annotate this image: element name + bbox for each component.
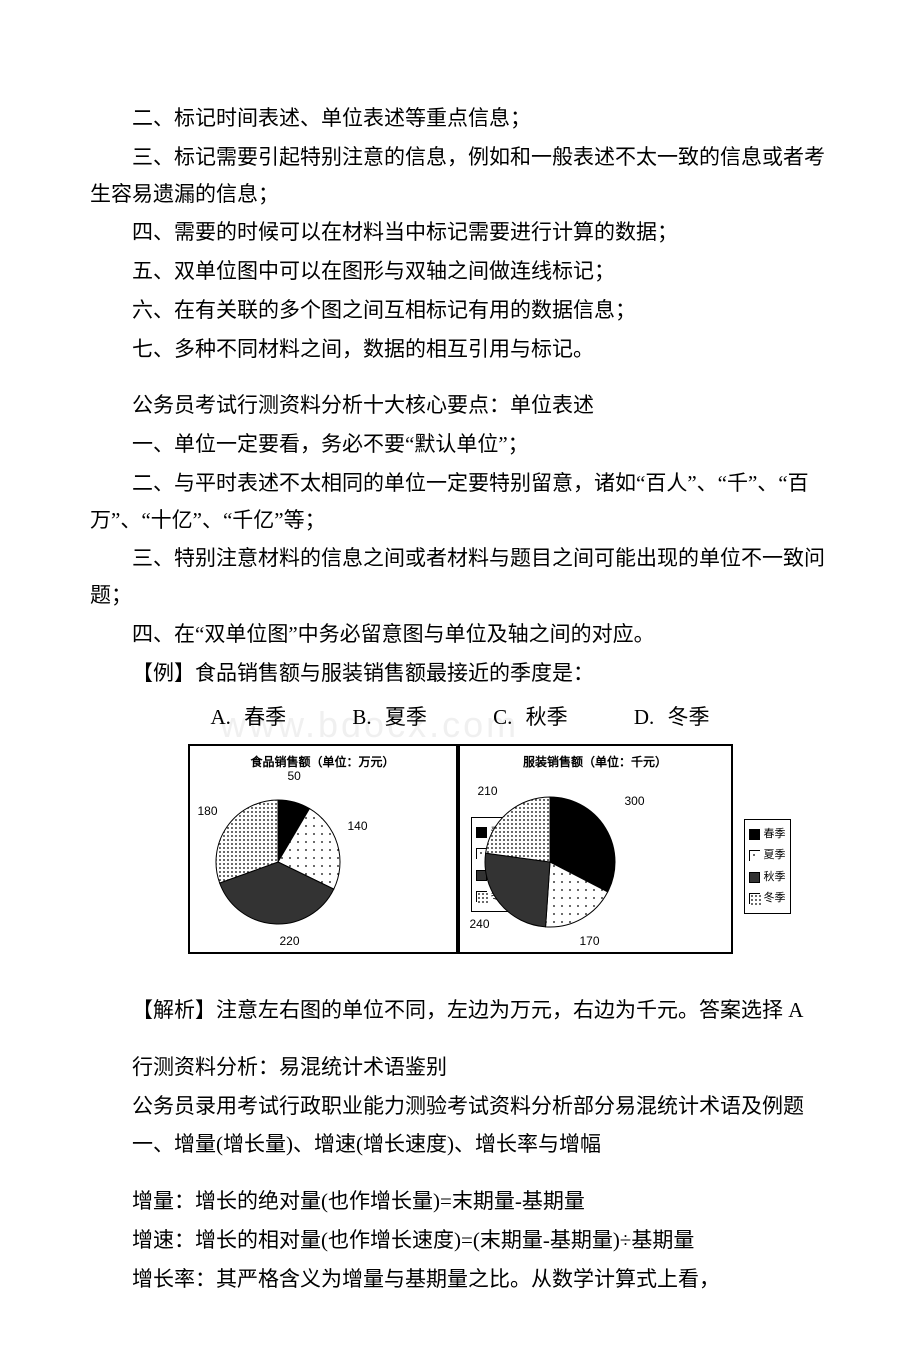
para-5: 五、双单位图中可以在图形与双轴之间做连线标记； (90, 253, 830, 290)
food-label-autumn: 220 (280, 931, 300, 952)
legend-item-spring: 春季 (749, 825, 786, 844)
para-7: 七、多种不同材料之间，数据的相互引用与标记。 (90, 331, 830, 368)
para-unit-4: 四、在“双单位图”中务必留意图与单位及轴之间的对应。 (90, 616, 830, 653)
option-c: C. 秋季 (493, 705, 568, 729)
legend-item-summer: 夏季 (749, 846, 786, 865)
legend-label: 秋季 (764, 868, 786, 887)
clothing-label-autumn: 240 (470, 914, 490, 935)
para-4: 四、需要的时候可以在材料当中标记需要进行计算的数据； (90, 214, 830, 251)
food-label-spring: 50 (288, 766, 301, 787)
clothing-label-winter: 210 (478, 781, 498, 802)
option-d: D. 冬季 (634, 705, 710, 729)
section-title-units: 公务员考试行测资料分析十大核心要点：单位表述 (90, 387, 830, 424)
para-unit-2: 二、与平时表述不太相同的单位一定要特别留意，诸如“百人”、“千”、“百万”、“十… (90, 465, 830, 539)
para-2: 二、标记时间表述、单位表述等重点信息； (90, 100, 830, 137)
option-a: A. 春季 (210, 705, 286, 729)
def-growth-ratio: 增长率：其严格含义为增量与基期量之比。从数学计算式上看， (90, 1261, 830, 1298)
terms-heading-1: 一、增量(增长量)、增速(增长速度)、增长率与增幅 (90, 1126, 830, 1163)
legend-label: 冬季 (764, 889, 786, 908)
option-b: B. 夏季 (352, 705, 427, 729)
legend-label: 夏季 (764, 846, 786, 865)
clothing-sales-chart: 服装销售额（单位：千元） 春季 (458, 744, 733, 954)
example-question: 【例】食品销售额与服装销售额最接近的季度是： (90, 655, 830, 692)
charts-container: 食品销售额（单位：万元） 春季 (90, 744, 830, 954)
para-3: 三、标记需要引起特别注意的信息，例如和一般表述不太一致的信息或者考生容易遗漏的信… (90, 139, 830, 213)
clothing-label-spring: 300 (625, 791, 645, 812)
food-chart-title: 食品销售额（单位：万元） (198, 752, 448, 773)
analysis-text: 【解析】注意左右图的单位不同，左边为万元，右边为千元。答案选择 A (90, 992, 830, 1029)
legend-item-winter: 冬季 (749, 889, 786, 908)
terms-intro: 公务员录用考试行政职业能力测验考试资料分析部分易混统计术语及例题 (90, 1088, 830, 1125)
food-sales-chart: 食品销售额（单位：万元） 春季 (188, 744, 458, 954)
def-increment: 增量：增长的绝对量(也作增长量)=末期量-基期量 (90, 1183, 830, 1220)
food-pie-svg (198, 777, 358, 937)
food-label-summer: 140 (348, 816, 368, 837)
legend-label: 春季 (764, 825, 786, 844)
para-unit-1: 一、单位一定要看，务必不要“默认单位”； (90, 426, 830, 463)
clothing-chart-title: 服装销售额（单位：千元） (468, 752, 723, 773)
answer-options: A. 春季 B. 夏季 C. 秋季 D. 冬季 (90, 699, 830, 736)
para-unit-3: 三、特别注意材料的信息之间或者材料与题目之间可能出现的单位不一致问题； (90, 540, 830, 614)
clothing-chart-legend: 春季 夏季 秋季 冬季 (744, 819, 791, 914)
def-growth-rate: 增速：增长的相对量(也作增长速度)=(末期量-基期量)÷基期量 (90, 1222, 830, 1259)
food-label-winter: 180 (198, 801, 218, 822)
clothing-label-summer: 170 (580, 931, 600, 952)
section-title-terms: 行测资料分析：易混统计术语鉴别 (90, 1049, 830, 1086)
para-6: 六、在有关联的多个图之间互相标记有用的数据信息； (90, 292, 830, 329)
legend-item-autumn: 秋季 (749, 868, 786, 887)
